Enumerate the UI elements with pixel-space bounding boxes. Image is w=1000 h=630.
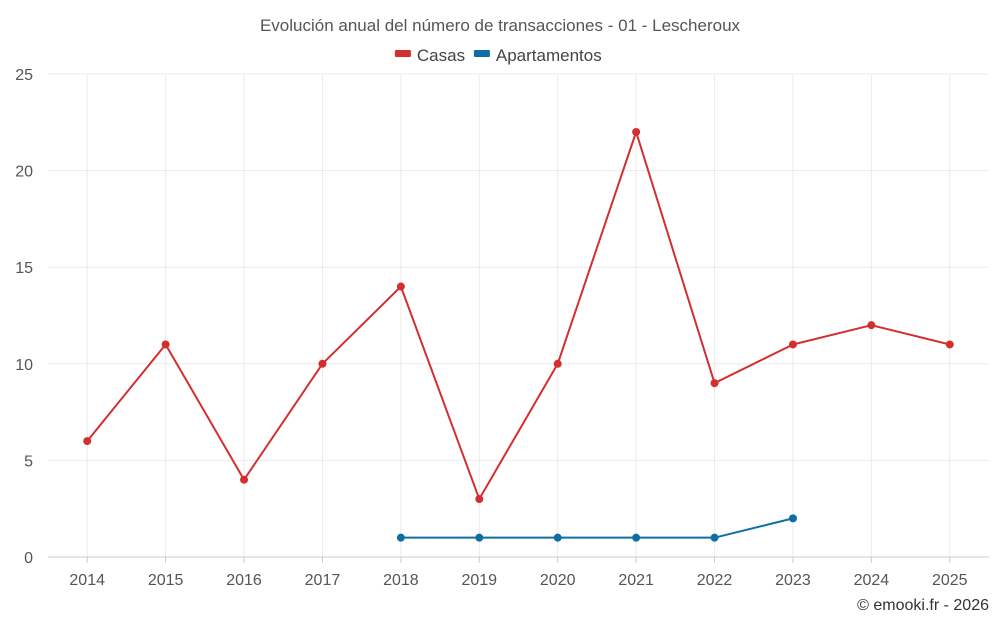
x-tick-label-2014: 2014 [69, 572, 105, 589]
x-tick-label-2021: 2021 [618, 572, 654, 589]
point-casas-2021 [632, 127, 641, 136]
y-tick-label-10: 10 [15, 357, 33, 374]
x-tick-label-2016: 2016 [226, 572, 262, 589]
x-tick-label-2025: 2025 [932, 572, 968, 589]
x-tick-label-2018: 2018 [383, 572, 419, 589]
legend-label-casas: Casas [417, 46, 465, 65]
grid [48, 73, 989, 557]
point-casas-2019 [475, 495, 484, 504]
point-apartamentos-2018 [396, 533, 405, 542]
series-layer [83, 127, 954, 542]
point-casas-2015 [161, 340, 170, 349]
point-apartamentos-2019 [475, 533, 484, 542]
point-casas-2024 [867, 321, 876, 330]
y-tick-label-15: 15 [15, 260, 33, 277]
y-tick-label-0: 0 [24, 550, 33, 567]
y-tick-label-20: 20 [15, 164, 33, 181]
y-tick-label-5: 5 [24, 453, 33, 470]
point-casas-2020 [553, 359, 562, 368]
legend: Casas Apartamentos [394, 46, 602, 65]
y-tick-label-25: 25 [15, 67, 33, 84]
point-casas-2022 [710, 379, 719, 388]
point-casas-2025 [945, 340, 954, 349]
x-tick-label-2024: 2024 [854, 572, 890, 589]
point-casas-2014 [83, 437, 92, 446]
point-casas-2023 [788, 340, 797, 349]
x-tick-label-2023: 2023 [775, 572, 811, 589]
point-casas-2018 [396, 282, 405, 291]
point-apartamentos-2023 [788, 514, 797, 523]
series-line-apartamentos [400, 517, 794, 539]
point-apartamentos-2020 [553, 533, 562, 542]
series-line-casas [86, 130, 951, 501]
point-casas-2017 [318, 359, 327, 368]
point-apartamentos-2021 [632, 533, 641, 542]
legend-swatch-apartamentos [473, 50, 490, 57]
legend-swatch-casas [394, 50, 411, 57]
point-casas-2016 [240, 475, 249, 484]
x-tick-label-2019: 2019 [461, 572, 497, 589]
credit-text: © emooki.fr - 2026 [857, 597, 989, 614]
chart-title: Evolución anual del número de transaccio… [260, 16, 741, 35]
point-apartamentos-2022 [710, 533, 719, 542]
legend-label-apartamentos: Apartamentos [496, 46, 602, 65]
x-tick-label-2015: 2015 [148, 572, 184, 589]
x-tick-label-2017: 2017 [305, 572, 341, 589]
x-tick-label-2020: 2020 [540, 572, 576, 589]
x-tick-label-2022: 2022 [697, 572, 733, 589]
